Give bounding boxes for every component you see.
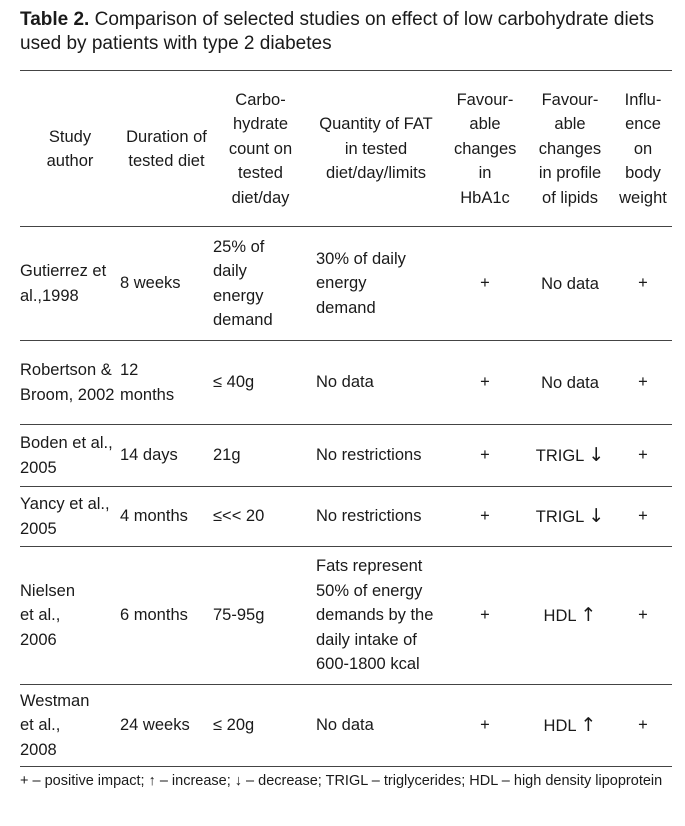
lipids-value: TRIGL (535, 446, 584, 465)
table-row: Boden et al., 2005 14 days 21g No restri… (20, 424, 672, 487)
cell-fat: No restrictions (308, 486, 444, 547)
cell-hba1c: + (444, 486, 526, 547)
cell-duration: 12 months (120, 340, 213, 425)
cell-carbohydrate: 25% of daily energy demand (213, 226, 308, 341)
header-hba1c: Favour-able changes in HbA1c (444, 72, 526, 227)
table-row: Westman et al., 2008 24 weeks ≤ 20g No d… (20, 684, 672, 767)
cell-weight: + (614, 546, 672, 685)
header-duration: Duration of tested diet (120, 72, 213, 227)
cell-author: Yancy et al., 2005 (20, 486, 120, 547)
cell-weight: + (614, 486, 672, 547)
cell-duration: 24 weeks (120, 684, 213, 767)
table-row: Gutierrez et al.,1998 8 weeks 25% of dai… (20, 226, 672, 341)
lipids-arrow-icon: ↓ (588, 443, 605, 466)
header-weight: Influ-ence on body weight (614, 72, 672, 227)
cell-hba1c: + (444, 684, 526, 767)
table-row: Robertson & Broom, 2002 12 months ≤ 40g … (20, 340, 672, 425)
cell-hba1c: + (444, 424, 526, 487)
cell-fat: No data (308, 684, 444, 767)
table-footnote: + – positive impact; ↑ – increase; ↓ – d… (20, 773, 663, 789)
cell-lipids: HDL ↑ (526, 546, 614, 685)
header-carbohydrate: Carbo-hydrate count on tested diet/day (213, 72, 308, 227)
cell-duration: 6 months (120, 546, 213, 685)
cell-lipids: HDL ↑ (526, 684, 614, 767)
cell-duration: 14 days (120, 424, 213, 487)
cell-lipids: TRIGL ↓ (526, 486, 614, 547)
studies-table: Study author Duration of tested diet Car… (20, 72, 672, 767)
cell-weight: + (614, 226, 672, 341)
lipids-value: No data (541, 373, 599, 392)
table-caption: Table 2. Comparison of selected studies … (20, 8, 675, 56)
cell-author: Westman et al., 2008 (20, 684, 120, 767)
lipids-value: HDL (543, 606, 576, 625)
table-row: Nielsen et al., 2006 6 months 75-95g Fat… (20, 546, 672, 685)
cell-weight: + (614, 424, 672, 487)
lipids-arrow-icon: ↑ (580, 713, 597, 736)
cell-carbohydrate: ≤<< 20 (213, 486, 308, 547)
lipids-arrow-icon: ↑ (580, 603, 597, 626)
cell-fat: 30% of daily energy demand (308, 226, 444, 341)
cell-author: Boden et al., 2005 (20, 424, 120, 487)
cell-fat: Fats represent 50% of energy demands by … (308, 546, 444, 685)
cell-author: Robertson & Broom, 2002 (20, 340, 120, 425)
cell-fat: No data (308, 340, 444, 425)
cell-duration: 8 weeks (120, 226, 213, 341)
header-fat: Quantity of FAT in tested diet/day/limit… (308, 72, 444, 227)
table-row: Yancy et al., 2005 4 months ≤<< 20 No re… (20, 486, 672, 547)
header-study-author: Study author (20, 72, 120, 227)
cell-hba1c: + (444, 340, 526, 425)
cell-hba1c: + (444, 546, 526, 685)
cell-carbohydrate: ≤ 40g (213, 340, 308, 425)
lipids-arrow-icon: ↓ (588, 504, 605, 527)
cell-fat: No restrictions (308, 424, 444, 487)
cell-lipids: TRIGL ↓ (526, 424, 614, 487)
table-top-rule (20, 70, 672, 71)
cell-lipids: No data (526, 340, 614, 425)
cell-weight: + (614, 340, 672, 425)
lipids-value: TRIGL (535, 507, 584, 526)
header-row: Study author Duration of tested diet Car… (20, 72, 672, 227)
cell-weight: + (614, 684, 672, 767)
header-lipids: Favour-able changes in profile of lipids (526, 72, 614, 227)
cell-author: Gutierrez et al.,1998 (20, 226, 120, 341)
cell-carbohydrate: ≤ 20g (213, 684, 308, 767)
cell-carbohydrate: 75-95g (213, 546, 308, 685)
table-caption-label: Table 2. (20, 9, 90, 30)
cell-author: Nielsen et al., 2006 (20, 546, 120, 685)
cell-duration: 4 months (120, 486, 213, 547)
table-caption-text: Comparison of selected studies on effect… (20, 9, 655, 54)
cell-hba1c: + (444, 226, 526, 341)
cell-carbohydrate: 21g (213, 424, 308, 487)
lipids-value: No data (541, 274, 599, 293)
lipids-value: HDL (543, 716, 576, 735)
cell-lipids: No data (526, 226, 614, 341)
